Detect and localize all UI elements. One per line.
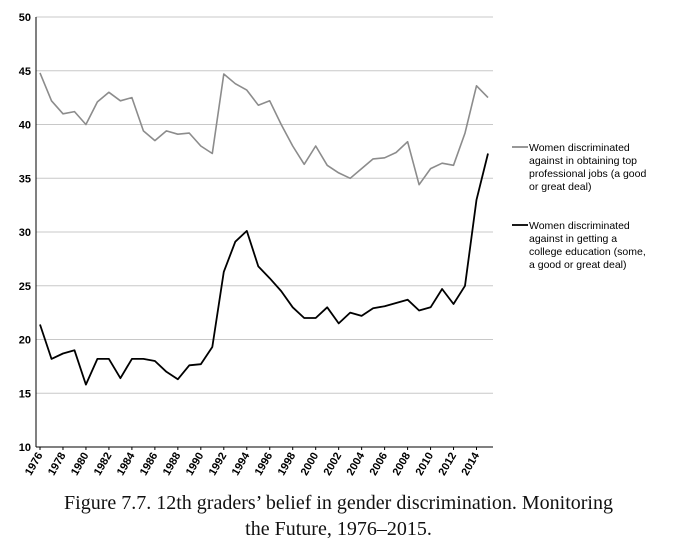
x-tick-label: 1990 xyxy=(184,451,207,478)
x-tick-label: 1988 xyxy=(161,451,184,478)
y-tick-label: 25 xyxy=(19,281,31,293)
legend-label-1: or great deal) xyxy=(529,181,591,193)
series-line-2 xyxy=(39,153,489,386)
x-tick-label: 2004 xyxy=(345,450,368,478)
x-tick-label: 2012 xyxy=(437,451,460,478)
x-tick-label: 2014 xyxy=(459,450,482,478)
x-tick-label: 1980 xyxy=(69,451,92,478)
x-tick-label: 1978 xyxy=(46,451,69,478)
y-tick-label: 15 xyxy=(19,388,31,400)
legend-label-2: a good or great deal) xyxy=(529,259,626,271)
x-tick-label: 1998 xyxy=(276,451,299,478)
y-tick-label: 45 xyxy=(19,66,31,78)
series-lines xyxy=(39,72,489,386)
x-tick-label: 1976 xyxy=(23,451,46,478)
x-tick-label: 1994 xyxy=(230,450,253,478)
x-tick-label: 2010 xyxy=(414,451,437,478)
y-tick-label: 50 xyxy=(19,12,31,24)
x-tick-label: 2006 xyxy=(368,451,391,478)
legend-label-1: Women discriminated xyxy=(529,142,630,154)
legend-label-1: professional jobs (a good xyxy=(529,168,646,180)
x-tick-label: 1986 xyxy=(138,451,161,478)
x-tick-label: 1992 xyxy=(207,451,230,478)
x-tick-label: 1982 xyxy=(92,451,115,478)
axes xyxy=(35,17,493,448)
legend-label-1: against in obtaining top xyxy=(529,155,637,167)
x-tick-label: 2002 xyxy=(322,451,345,478)
y-tick-label: 35 xyxy=(19,173,31,185)
x-tick-label: 2008 xyxy=(391,451,414,478)
y-tick-label: 30 xyxy=(19,227,31,239)
caption-line-2: the Future, 1976–2015. xyxy=(245,518,432,540)
x-tick-label: 1984 xyxy=(115,450,138,478)
caption-line-1: Figure 7.7. 12th graders’ belief in gend… xyxy=(64,492,613,514)
x-tick-label: 2000 xyxy=(299,451,322,478)
gridlines xyxy=(36,16,493,394)
y-tick-labels: 10 15 20 25 30 35 40 45 50 xyxy=(19,12,31,454)
legend-label-2: college education (some, xyxy=(529,246,646,258)
legend-label-2: against in getting a xyxy=(529,233,617,245)
y-tick-label: 20 xyxy=(19,335,31,347)
legend-label-2: Women discriminated xyxy=(529,220,630,232)
y-tick-label: 10 xyxy=(19,442,31,454)
figure-caption: Figure 7.7. 12th graders’ belief in gend… xyxy=(0,490,677,542)
x-tick-labels: 1976 1978 1980 1982 1984 1986 1988 1990 1992 1994… xyxy=(23,447,483,478)
x-tick-label: 1996 xyxy=(253,451,276,478)
y-tick-label: 40 xyxy=(19,120,31,132)
series-line-1 xyxy=(39,72,489,186)
